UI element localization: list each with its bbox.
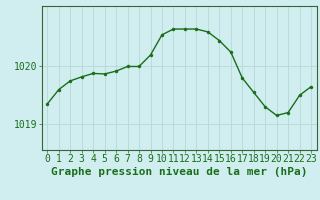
X-axis label: Graphe pression niveau de la mer (hPa): Graphe pression niveau de la mer (hPa) bbox=[51, 167, 308, 177]
